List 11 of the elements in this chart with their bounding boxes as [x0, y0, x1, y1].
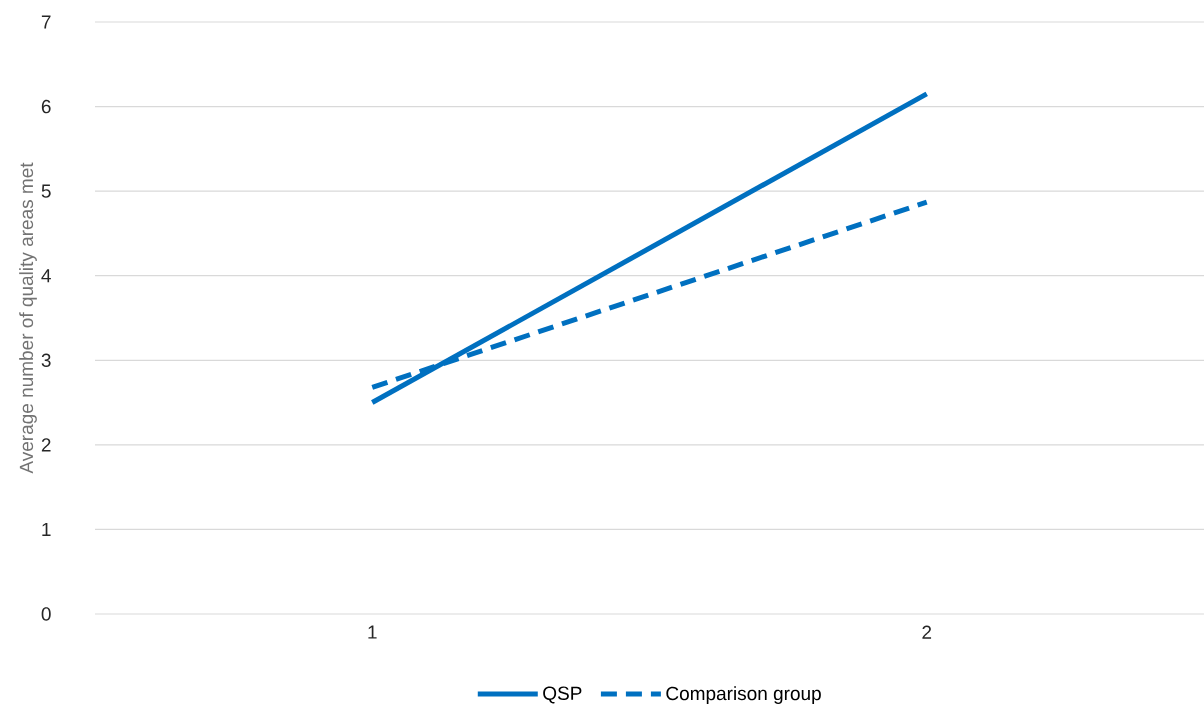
- y-tick-label: 5: [41, 184, 51, 198]
- y-tick-label: 3: [41, 353, 51, 367]
- y-tick-label: 2: [41, 438, 51, 452]
- y-tick-label: 1: [42, 522, 51, 536]
- y-tick-label: 4: [41, 269, 51, 283]
- y-tick-label: 6: [41, 99, 51, 114]
- y-tick-label: 7: [41, 15, 51, 29]
- legend-label: QSP: [543, 686, 582, 704]
- y-axis-title: Average number of quality areas met: [19, 162, 37, 474]
- legend-label: Comparison group: [666, 686, 821, 704]
- y-tick-label: 0: [41, 607, 51, 621]
